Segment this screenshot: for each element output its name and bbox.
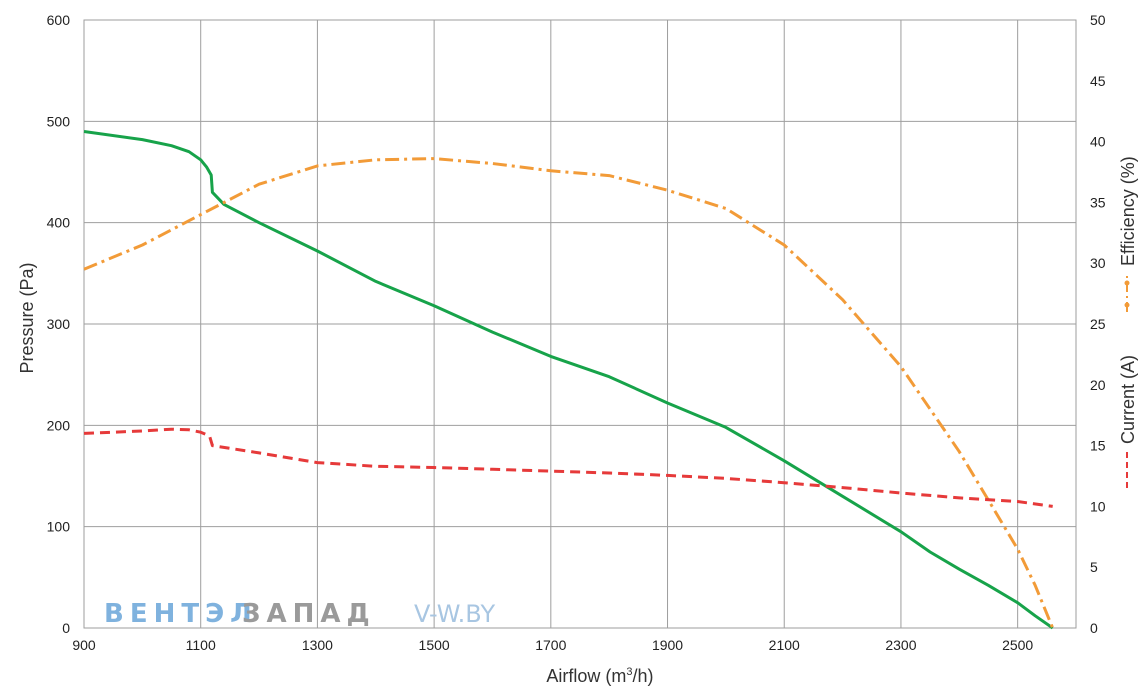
y-right-tick-label: 0: [1090, 620, 1098, 636]
y-right-tick-label: 25: [1090, 316, 1106, 332]
y-right-tick-label: 45: [1090, 73, 1106, 89]
grid: [83, 19, 1077, 629]
watermark-part3: V-W.BY: [414, 600, 495, 628]
y-left-tick-label: 300: [47, 316, 71, 332]
efficiency-series-line: [83, 157, 1055, 629]
y-right-tick-label: 30: [1090, 255, 1106, 271]
x-tick-label: 1300: [302, 637, 333, 653]
series-group: [83, 130, 1055, 630]
x-tick-label: 1500: [419, 637, 450, 653]
x-tick-label: 2300: [885, 637, 916, 653]
y-left-tick-labels: 0 100 200 300 400 500 600: [47, 12, 71, 636]
efficiency-legend-marker: [1124, 302, 1130, 308]
current-axis-legend: Current (A): [1118, 355, 1138, 488]
y-right-current-title: Current (A): [1118, 355, 1138, 444]
x-tick-label: 1900: [652, 637, 683, 653]
watermark-part1: ВЕНТЭЛ: [104, 599, 258, 629]
y-right-tick-label: 50: [1090, 12, 1106, 28]
y-left-tick-label: 600: [47, 12, 71, 28]
y-right-tick-label: 20: [1090, 377, 1106, 393]
y-right-tick-labels: 0 5 10 15 20 25 30 35 40 45 50: [1090, 12, 1106, 636]
pressure-series-line: [83, 130, 1054, 630]
efficiency-legend-marker: [1124, 280, 1130, 286]
x-tick-label: 1700: [535, 637, 566, 653]
x-tick-label: 2500: [1002, 637, 1033, 653]
y-right-tick-label: 40: [1090, 134, 1106, 150]
y-right-tick-label: 5: [1090, 559, 1098, 575]
y-left-tick-label: 100: [47, 519, 71, 535]
plot-frame: [83, 19, 1077, 629]
x-tick-label: 900: [72, 637, 96, 653]
x-tick-labels: 900 1100 1300 1500 1700 1900 2100 2300 2500: [72, 637, 1033, 653]
efficiency-axis-legend: Efficiency (%): [1118, 156, 1138, 312]
y-left-tick-label: 200: [47, 417, 71, 433]
y-left-tick-label: 0: [62, 620, 70, 636]
x-tick-label: 2100: [769, 637, 800, 653]
y-left-tick-label: 400: [47, 215, 71, 231]
y-right-tick-label: 10: [1090, 498, 1106, 514]
watermark: ВЕНТЭЛ ЗАПАД V-W.BY: [104, 599, 495, 629]
y-left-axis-title: Pressure (Pa): [17, 262, 37, 373]
current-series-line: [83, 427, 1053, 508]
x-tick-label: 1100: [186, 637, 216, 653]
x-axis-title: Airflow (m3/h): [546, 666, 653, 686]
y-right-efficiency-title: Efficiency (%): [1118, 156, 1138, 266]
y-left-tick-label: 500: [47, 113, 71, 129]
y-right-tick-label: 15: [1090, 438, 1106, 454]
y-right-tick-label: 35: [1090, 194, 1106, 210]
watermark-part2: ЗАПАД: [242, 599, 376, 629]
